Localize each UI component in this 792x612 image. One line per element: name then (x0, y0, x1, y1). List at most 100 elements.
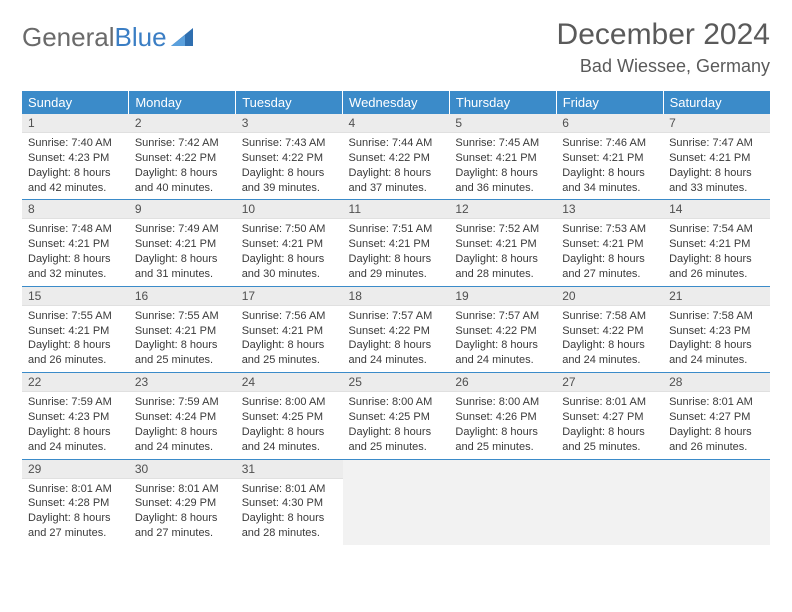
day-number: 20 (556, 287, 663, 306)
daylight-line: Daylight: 8 hours and 24 minutes. (28, 425, 123, 455)
sunset-line: Sunset: 4:21 PM (28, 324, 123, 339)
sunset-line: Sunset: 4:24 PM (135, 410, 230, 425)
day-details: Sunrise: 8:01 AMSunset: 4:29 PMDaylight:… (129, 479, 236, 545)
sunrise-line: Sunrise: 7:48 AM (28, 222, 123, 237)
day-number: 3 (236, 114, 343, 133)
daylight-line: Daylight: 8 hours and 27 minutes. (562, 252, 657, 282)
day-number: 4 (343, 114, 450, 133)
sunrise-line: Sunrise: 7:49 AM (135, 222, 230, 237)
sunrise-line: Sunrise: 7:57 AM (455, 309, 550, 324)
day-header: Wednesday (343, 91, 450, 114)
sunrise-line: Sunrise: 7:42 AM (135, 136, 230, 151)
calendar-cell: 23Sunrise: 7:59 AMSunset: 4:24 PMDayligh… (129, 373, 236, 459)
calendar-cell: 13Sunrise: 7:53 AMSunset: 4:21 PMDayligh… (556, 200, 663, 286)
day-details: Sunrise: 7:44 AMSunset: 4:22 PMDaylight:… (343, 133, 450, 199)
day-header: Sunday (22, 91, 129, 114)
sunset-line: Sunset: 4:21 PM (135, 237, 230, 252)
sunset-line: Sunset: 4:23 PM (28, 410, 123, 425)
calendar-row: 15Sunrise: 7:55 AMSunset: 4:21 PMDayligh… (22, 286, 770, 372)
daylight-line: Daylight: 8 hours and 25 minutes. (562, 425, 657, 455)
day-details: Sunrise: 7:47 AMSunset: 4:21 PMDaylight:… (663, 133, 770, 199)
sunrise-line: Sunrise: 8:00 AM (349, 395, 444, 410)
sunrise-line: Sunrise: 7:55 AM (135, 309, 230, 324)
sunset-line: Sunset: 4:22 PM (349, 151, 444, 166)
sunset-line: Sunset: 4:22 PM (135, 151, 230, 166)
calendar-cell: 24Sunrise: 8:00 AMSunset: 4:25 PMDayligh… (236, 373, 343, 459)
brand-part1: General (22, 24, 115, 50)
sunset-line: Sunset: 4:21 PM (135, 324, 230, 339)
daylight-line: Daylight: 8 hours and 28 minutes. (455, 252, 550, 282)
sunrise-line: Sunrise: 7:56 AM (242, 309, 337, 324)
calendar-cell: 9Sunrise: 7:49 AMSunset: 4:21 PMDaylight… (129, 200, 236, 286)
sunset-line: Sunset: 4:23 PM (669, 324, 764, 339)
calendar-cell-empty (449, 459, 556, 545)
sunrise-line: Sunrise: 7:46 AM (562, 136, 657, 151)
sunrise-line: Sunrise: 7:57 AM (349, 309, 444, 324)
sunset-line: Sunset: 4:27 PM (562, 410, 657, 425)
day-number: 28 (663, 373, 770, 392)
calendar-row: 29Sunrise: 8:01 AMSunset: 4:28 PMDayligh… (22, 459, 770, 545)
daylight-line: Daylight: 8 hours and 37 minutes. (349, 166, 444, 196)
sunrise-line: Sunrise: 7:53 AM (562, 222, 657, 237)
daylight-line: Daylight: 8 hours and 25 minutes. (242, 338, 337, 368)
day-number: 15 (22, 287, 129, 306)
day-number: 17 (236, 287, 343, 306)
sunrise-line: Sunrise: 7:58 AM (562, 309, 657, 324)
day-details: Sunrise: 7:42 AMSunset: 4:22 PMDaylight:… (129, 133, 236, 199)
daylight-line: Daylight: 8 hours and 24 minutes. (562, 338, 657, 368)
day-details: Sunrise: 7:54 AMSunset: 4:21 PMDaylight:… (663, 219, 770, 285)
calendar-cell: 18Sunrise: 7:57 AMSunset: 4:22 PMDayligh… (343, 286, 450, 372)
daylight-line: Daylight: 8 hours and 26 minutes. (669, 252, 764, 282)
sunrise-line: Sunrise: 7:40 AM (28, 136, 123, 151)
daylight-line: Daylight: 8 hours and 28 minutes. (242, 511, 337, 541)
calendar-cell: 22Sunrise: 7:59 AMSunset: 4:23 PMDayligh… (22, 373, 129, 459)
daylight-line: Daylight: 8 hours and 25 minutes. (455, 425, 550, 455)
calendar-cell: 16Sunrise: 7:55 AMSunset: 4:21 PMDayligh… (129, 286, 236, 372)
day-number: 24 (236, 373, 343, 392)
calendar-table: SundayMondayTuesdayWednesdayThursdayFrid… (22, 91, 770, 545)
day-details: Sunrise: 7:49 AMSunset: 4:21 PMDaylight:… (129, 219, 236, 285)
sunset-line: Sunset: 4:22 PM (242, 151, 337, 166)
sunset-line: Sunset: 4:29 PM (135, 496, 230, 511)
daylight-line: Daylight: 8 hours and 24 minutes. (455, 338, 550, 368)
daylight-line: Daylight: 8 hours and 31 minutes. (135, 252, 230, 282)
sunset-line: Sunset: 4:23 PM (28, 151, 123, 166)
sunrise-line: Sunrise: 7:59 AM (28, 395, 123, 410)
daylight-line: Daylight: 8 hours and 39 minutes. (242, 166, 337, 196)
sunset-line: Sunset: 4:22 PM (455, 324, 550, 339)
sunset-line: Sunset: 4:21 PM (669, 237, 764, 252)
sunset-line: Sunset: 4:25 PM (349, 410, 444, 425)
day-details: Sunrise: 7:43 AMSunset: 4:22 PMDaylight:… (236, 133, 343, 199)
day-details: Sunrise: 7:58 AMSunset: 4:23 PMDaylight:… (663, 306, 770, 372)
calendar-cell: 30Sunrise: 8:01 AMSunset: 4:29 PMDayligh… (129, 459, 236, 545)
day-details: Sunrise: 8:00 AMSunset: 4:26 PMDaylight:… (449, 392, 556, 458)
calendar-cell: 4Sunrise: 7:44 AMSunset: 4:22 PMDaylight… (343, 114, 450, 200)
sunset-line: Sunset: 4:28 PM (28, 496, 123, 511)
brand-part2: Blue (115, 24, 167, 50)
calendar-cell: 31Sunrise: 8:01 AMSunset: 4:30 PMDayligh… (236, 459, 343, 545)
calendar-cell-empty (663, 459, 770, 545)
sunset-line: Sunset: 4:21 PM (28, 237, 123, 252)
day-number: 19 (449, 287, 556, 306)
day-number: 8 (22, 200, 129, 219)
sunrise-line: Sunrise: 8:01 AM (135, 482, 230, 497)
day-details: Sunrise: 7:57 AMSunset: 4:22 PMDaylight:… (449, 306, 556, 372)
day-number: 2 (129, 114, 236, 133)
day-number: 21 (663, 287, 770, 306)
calendar-cell: 28Sunrise: 8:01 AMSunset: 4:27 PMDayligh… (663, 373, 770, 459)
day-number: 16 (129, 287, 236, 306)
sunrise-line: Sunrise: 7:52 AM (455, 222, 550, 237)
sunset-line: Sunset: 4:30 PM (242, 496, 337, 511)
day-header-row: SundayMondayTuesdayWednesdayThursdayFrid… (22, 91, 770, 114)
sunset-line: Sunset: 4:21 PM (669, 151, 764, 166)
day-details: Sunrise: 7:50 AMSunset: 4:21 PMDaylight:… (236, 219, 343, 285)
daylight-line: Daylight: 8 hours and 25 minutes. (349, 425, 444, 455)
day-details: Sunrise: 7:57 AMSunset: 4:22 PMDaylight:… (343, 306, 450, 372)
day-details: Sunrise: 7:52 AMSunset: 4:21 PMDaylight:… (449, 219, 556, 285)
calendar-cell: 7Sunrise: 7:47 AMSunset: 4:21 PMDaylight… (663, 114, 770, 200)
sunrise-line: Sunrise: 8:00 AM (242, 395, 337, 410)
daylight-line: Daylight: 8 hours and 42 minutes. (28, 166, 123, 196)
day-details: Sunrise: 7:46 AMSunset: 4:21 PMDaylight:… (556, 133, 663, 199)
day-details: Sunrise: 8:01 AMSunset: 4:30 PMDaylight:… (236, 479, 343, 545)
sunrise-line: Sunrise: 7:59 AM (135, 395, 230, 410)
